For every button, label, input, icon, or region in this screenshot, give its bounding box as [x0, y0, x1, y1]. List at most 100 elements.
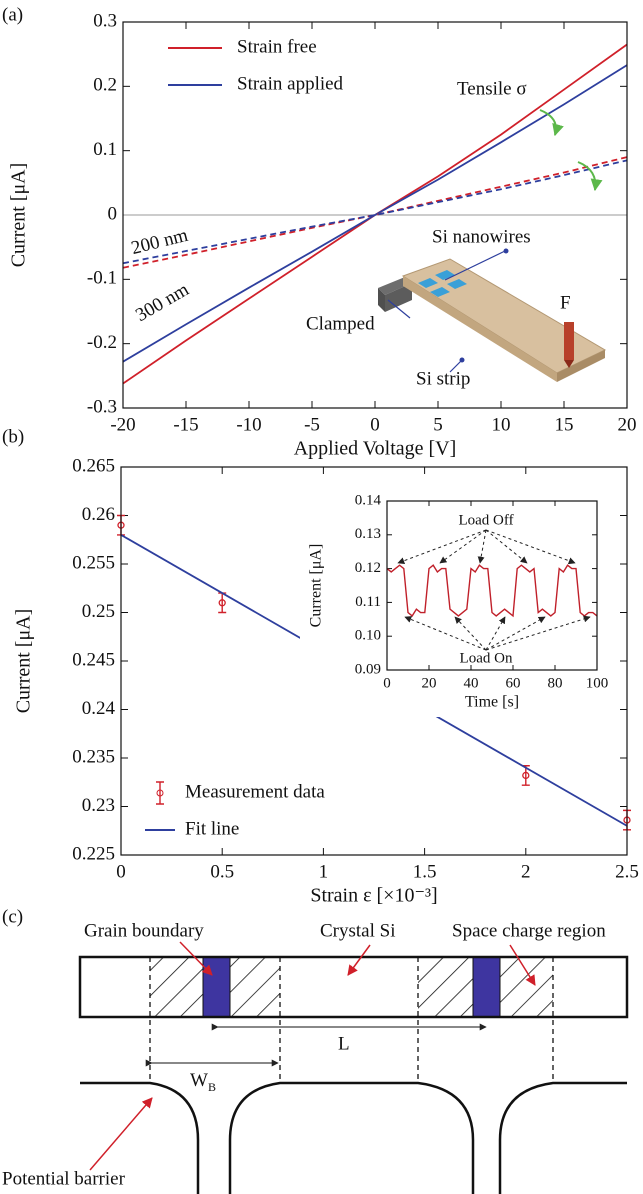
pointer	[347, 944, 371, 976]
pointer	[89, 1097, 153, 1171]
x-tick-label: 80	[548, 676, 563, 692]
y-tick-label: 0.265	[72, 455, 115, 476]
width-main: W	[190, 1070, 208, 1091]
pointer-dot	[459, 357, 465, 363]
y-tick-label: 0.3	[93, 10, 117, 31]
series-line	[122, 64, 628, 363]
legend-label: Strain free	[237, 36, 317, 57]
x-tick-label: 0	[370, 414, 380, 435]
force-tip	[564, 360, 574, 368]
panel-label: (c)	[2, 906, 23, 927]
pointer	[485, 615, 591, 651]
pointer	[397, 529, 487, 565]
pointer-dot	[503, 248, 509, 254]
pointer	[485, 529, 528, 564]
x-tick-label: 20	[422, 676, 437, 692]
annotation: F	[560, 292, 571, 313]
y-tick-label: -0.3	[87, 396, 117, 417]
pointer	[444, 250, 506, 281]
y-tick-label: 0.245	[72, 649, 115, 670]
panel-label: (a)	[2, 4, 23, 25]
x-tick-label: 0	[116, 861, 126, 882]
panel-c: (c) Grain boundary Crystal Si Space char…	[2, 906, 629, 1194]
pointer	[387, 299, 411, 319]
width-sub: B	[208, 1080, 216, 1094]
x-tick-label: -15	[173, 414, 198, 435]
x-tick-label: -5	[304, 414, 320, 435]
y-tick-label: 0.14	[355, 492, 382, 508]
length-label: L	[338, 1033, 350, 1054]
y-tick-label: -0.1	[87, 268, 117, 289]
axes-frame	[120, 466, 628, 856]
annotation: Tensile σ	[457, 78, 527, 99]
clamp-side	[378, 288, 385, 312]
space-charge-label: Space charge region	[452, 920, 606, 941]
x-tick-label: 0.5	[210, 861, 234, 882]
x-tick-label: 0	[383, 676, 391, 692]
x-axis-label: Applied Voltage [V]	[294, 437, 457, 459]
y-tick-label: 0.10	[355, 628, 381, 644]
force-pin	[564, 322, 574, 360]
x-tick-label: 40	[464, 676, 479, 692]
pointer	[485, 616, 546, 651]
tensile-arrow	[539, 109, 564, 137]
strip-side	[403, 276, 557, 382]
y-tick-label: 0.11	[355, 594, 381, 610]
y-tick-label: 0.09	[355, 661, 381, 677]
pointer	[485, 616, 506, 651]
crystal-label: Crystal Si	[320, 920, 395, 941]
inset: 0 20 40 60 80 100 0.09 0.10 0.11 0.12 0.13 0.14 Time…	[300, 492, 620, 717]
pad	[418, 278, 438, 288]
pointer	[509, 944, 536, 986]
y-tick-label: 0.23	[82, 795, 115, 816]
x-tick-label: 5	[433, 414, 443, 435]
y-tick-label: 0.1	[93, 139, 117, 160]
grain-boundary	[472, 956, 501, 1018]
y-tick-label: -0.2	[87, 332, 117, 353]
pad	[447, 279, 467, 289]
x-tick-label: 10	[492, 414, 511, 435]
x-tick-label: 2	[521, 861, 531, 882]
x-tick-label: 1.5	[413, 861, 437, 882]
y-tick-label: 0.12	[355, 560, 381, 576]
strip-end	[557, 350, 605, 382]
pointer	[485, 529, 576, 565]
x-tick-label: 100	[586, 676, 609, 692]
panel-a: (a) -20 -15 -10 -5 0 5 10 15 20 -0.3 -0.2 -0.1 0 0.1 0…	[2, 4, 637, 459]
y-axis-label: Current [μA]	[13, 609, 35, 714]
grain-boundary-label: Grain boundary	[84, 920, 204, 941]
strip-illustration	[378, 109, 607, 382]
y-axis-label: Current [μA]	[8, 163, 30, 268]
axes-frame	[386, 500, 598, 671]
panel-label: (b)	[2, 426, 24, 447]
legend-swatch	[156, 781, 164, 805]
x-tick-label: 2.5	[615, 861, 639, 882]
y-tick-label: 0.2	[93, 75, 117, 96]
y-tick-label: 0.26	[82, 504, 115, 525]
clamp-front	[385, 283, 412, 312]
y-axis-label: Current [μA]	[308, 544, 325, 628]
y-tick-label: 0.235	[72, 746, 115, 767]
pointer	[449, 359, 463, 373]
data-point	[218, 599, 226, 607]
width-label: WB	[190, 1070, 216, 1093]
y-tick-label: 0.24	[82, 698, 116, 719]
annotation: Clamped	[306, 313, 375, 334]
y-tick-label: 0.255	[72, 552, 115, 573]
legend-label: Strain applied	[237, 73, 344, 94]
pointer	[454, 616, 487, 651]
grain-boundary	[202, 956, 231, 1018]
legend-swatch	[156, 789, 164, 797]
data-point	[522, 771, 530, 780]
tensile-arrow	[577, 161, 603, 192]
y-tick-label: 0.225	[72, 843, 115, 864]
series-line	[386, 564, 598, 618]
series-line	[122, 156, 628, 269]
x-tick-label: -10	[236, 414, 261, 435]
potential-curve	[80, 1081, 627, 1194]
legend-label: Measurement data	[185, 781, 325, 802]
pointer	[404, 616, 487, 651]
pad	[435, 270, 455, 280]
legend-label: Fit line	[185, 818, 239, 839]
